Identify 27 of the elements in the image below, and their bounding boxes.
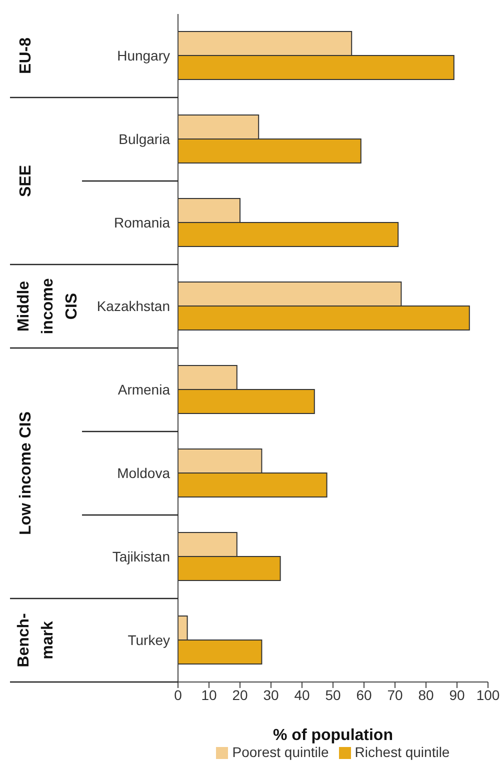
y-tick-label: Hungary (117, 48, 170, 64)
x-tick-label: 60 (356, 686, 372, 703)
text: Low income CIS (18, 411, 34, 536)
y-tick-label: Turkey (128, 632, 170, 648)
y-tick-label: Bulgaria (118, 131, 170, 148)
y-tick-label: Kazakhstan (96, 298, 170, 314)
y-tick-label: Tajikistan (112, 548, 170, 565)
text: Middle income CIS (16, 278, 80, 334)
y-tick-label: Romania (114, 214, 170, 231)
text: EU-8 (18, 37, 34, 74)
text: Bench-mark (16, 613, 56, 668)
y-tick-label: Moldova (117, 465, 170, 482)
x-tick-label: 0 (174, 686, 182, 703)
y-tick-label: Armenia (118, 382, 170, 398)
x-tick-label: 40 (294, 686, 310, 703)
x-tick-label: 80 (418, 686, 434, 703)
x-tick-label: 50 (325, 686, 341, 703)
legend-label: Richest quintile (354, 744, 450, 760)
text: SEE (18, 164, 34, 198)
x-tick-label: 100 (476, 686, 500, 703)
legend-label: Poorest quintile (232, 744, 329, 760)
x-axis-title: % of population (273, 727, 393, 744)
x-tick-label: 70 (387, 686, 403, 703)
x-tick-label: 10 (201, 686, 217, 703)
x-tick-label: 20 (232, 686, 248, 703)
x-tick-label: 90 (449, 686, 465, 703)
x-tick-label: 30 (263, 686, 279, 703)
